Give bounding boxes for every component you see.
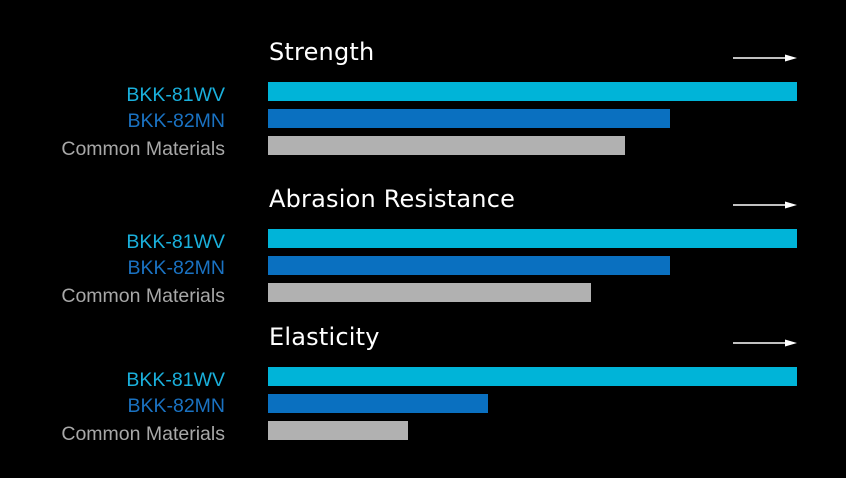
group-title-strength: Strength	[269, 38, 375, 66]
row-label-strength-bkk-82mn: BKK-82MN	[127, 110, 225, 132]
bar-strength-bkk-82mn	[268, 109, 670, 128]
arrow-icon	[733, 54, 797, 62]
row-label-strength-bkk-81wv: BKK-81WV	[126, 84, 225, 106]
row-label-elasticity-bkk-81wv: BKK-81WV	[126, 369, 225, 391]
arrow-icon	[733, 201, 797, 209]
bar-abrasion-resistance-bkk-81wv	[268, 229, 797, 248]
row-label-abrasion-resistance-common-materials: Common Materials	[61, 285, 225, 307]
bar-abrasion-resistance-bkk-82mn	[268, 256, 670, 275]
arrow-icon	[733, 339, 797, 347]
row-label-strength-common-materials: Common Materials	[61, 138, 225, 160]
row-label-elasticity-bkk-82mn: BKK-82MN	[127, 395, 225, 417]
group-title-abrasion-resistance: Abrasion Resistance	[269, 185, 516, 213]
row-label-elasticity-common-materials: Common Materials	[61, 423, 225, 445]
bar-strength-bkk-81wv	[268, 82, 797, 101]
row-label-abrasion-resistance-bkk-81wv: BKK-81WV	[126, 231, 225, 253]
group-title-elasticity: Elasticity	[269, 323, 380, 351]
bar-elasticity-bkk-81wv	[268, 367, 797, 386]
bar-strength-common-materials	[268, 136, 625, 155]
row-label-abrasion-resistance-bkk-82mn: BKK-82MN	[127, 257, 225, 279]
bar-abrasion-resistance-common-materials	[268, 283, 591, 302]
bar-elasticity-common-materials	[268, 421, 408, 440]
bar-elasticity-bkk-82mn	[268, 394, 488, 413]
